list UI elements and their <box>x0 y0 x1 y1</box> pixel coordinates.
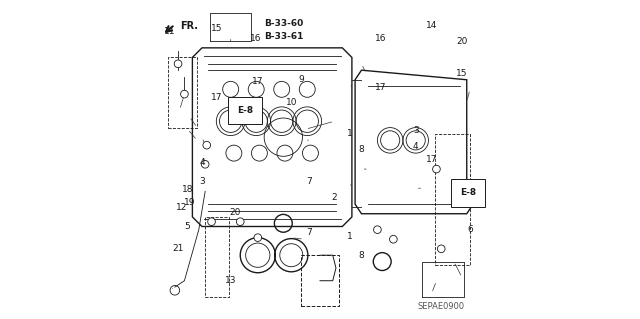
Text: 15: 15 <box>211 24 222 33</box>
Text: 20: 20 <box>230 208 241 217</box>
Text: 13: 13 <box>225 276 236 285</box>
Text: 9: 9 <box>298 75 304 84</box>
Circle shape <box>437 245 445 253</box>
Circle shape <box>433 165 440 173</box>
Text: E-8: E-8 <box>460 189 476 197</box>
Text: 16: 16 <box>375 34 387 43</box>
Text: B-33-61: B-33-61 <box>264 32 303 41</box>
Text: 5: 5 <box>185 222 191 231</box>
Text: 17: 17 <box>252 77 264 86</box>
Text: 17: 17 <box>211 93 222 102</box>
Text: 7: 7 <box>306 228 312 237</box>
Circle shape <box>174 60 182 68</box>
Text: 14: 14 <box>426 21 437 30</box>
Text: 6: 6 <box>467 225 473 234</box>
Circle shape <box>180 90 188 98</box>
Text: 8: 8 <box>358 145 364 154</box>
Text: SEPAE0900: SEPAE0900 <box>418 302 465 311</box>
Circle shape <box>390 235 397 243</box>
Circle shape <box>208 218 216 226</box>
Text: 2: 2 <box>332 193 337 202</box>
Text: 7: 7 <box>306 177 312 186</box>
Text: 17: 17 <box>375 83 387 92</box>
Circle shape <box>254 234 262 241</box>
Text: 21: 21 <box>172 244 184 253</box>
Text: E-8: E-8 <box>237 106 253 115</box>
Text: 17: 17 <box>426 155 437 164</box>
Circle shape <box>202 160 209 168</box>
Text: 15: 15 <box>456 69 468 78</box>
Circle shape <box>236 218 244 226</box>
Text: 1: 1 <box>348 232 353 241</box>
Text: 1: 1 <box>348 130 353 138</box>
Text: 10: 10 <box>285 98 297 107</box>
Text: B-33-60: B-33-60 <box>264 19 303 28</box>
Text: 3: 3 <box>413 126 419 135</box>
Text: 19: 19 <box>184 198 195 207</box>
Circle shape <box>203 141 211 149</box>
Text: 18: 18 <box>182 185 193 194</box>
Text: 11: 11 <box>164 27 176 36</box>
Text: 4: 4 <box>199 158 205 167</box>
Text: 12: 12 <box>175 203 187 212</box>
Circle shape <box>374 226 381 234</box>
Text: 16: 16 <box>250 34 262 43</box>
Text: 8: 8 <box>358 251 364 260</box>
Text: 3: 3 <box>199 177 205 186</box>
Text: 20: 20 <box>456 37 468 46</box>
Text: FR.: FR. <box>180 20 198 31</box>
Text: 4: 4 <box>413 142 419 151</box>
